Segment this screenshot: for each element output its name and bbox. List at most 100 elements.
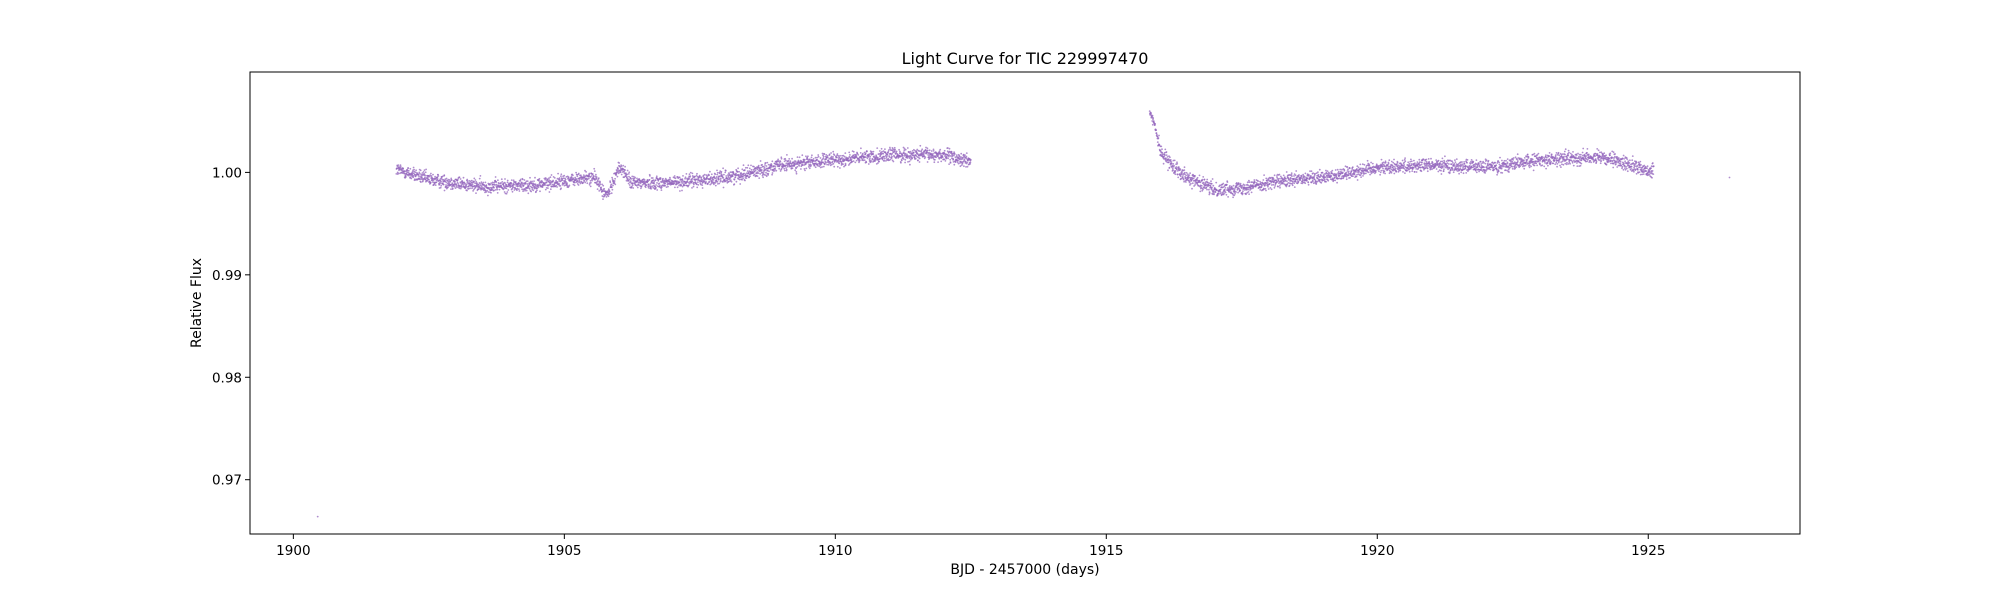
data-point [1404,157,1406,160]
data-point [424,171,427,174]
data-point [740,172,743,175]
data-point [1265,189,1267,192]
data-point [566,182,568,185]
data-point [838,156,841,159]
data-point [759,173,762,175]
data-point [614,177,616,180]
data-point [445,181,448,184]
data-point [1173,159,1176,162]
data-point [689,175,692,178]
data-point [1161,148,1163,151]
data-point [923,154,925,156]
data-point [1185,171,1188,174]
data-point [681,178,684,181]
data-point [679,190,681,192]
data-point [749,175,751,178]
data-point [490,182,493,185]
data-point [521,182,524,185]
data-point [1235,191,1237,193]
data-point [771,160,774,163]
data-point [658,182,661,185]
data-point [439,182,441,185]
data-point [758,177,761,180]
data-point [517,185,519,188]
data-point [1484,162,1487,165]
data-point [920,149,923,152]
data-point [676,176,679,178]
data-point [810,156,813,159]
data-point [487,191,490,193]
data-point [1454,159,1456,162]
data-point [823,163,826,166]
data-point [909,158,912,161]
data-point [446,184,449,187]
data-point [954,161,957,164]
data-point [1524,164,1527,167]
data-point [715,177,717,180]
data-point [939,148,942,151]
data-point [1304,182,1307,185]
data-point [1360,167,1362,170]
data-point [1179,175,1182,178]
data-point [801,164,804,166]
data-point [1491,165,1494,168]
data-point [719,179,722,182]
data-point [1288,177,1290,180]
data-point [1378,170,1380,173]
data-point [944,160,947,162]
data-point [625,179,628,182]
data-point [479,183,482,185]
data-point [610,192,613,195]
data-point [1426,167,1429,170]
data-point [673,175,676,177]
data-point [533,187,536,190]
data-point [907,161,909,163]
data-point [520,186,523,189]
data-point [437,175,440,177]
data-point [712,179,715,181]
data-point [786,165,789,168]
data-point [1609,154,1611,157]
data-point [1557,151,1560,154]
data-point [691,180,694,183]
data-point [879,154,882,157]
data-point [669,176,671,179]
data-point [441,175,444,178]
data-point [825,158,827,161]
data-point [1328,172,1331,175]
data-point [1455,158,1458,161]
data-point [430,175,433,177]
data-point [860,147,862,150]
data-point [825,154,828,156]
data-point [1511,167,1514,170]
data-point [562,177,565,180]
data-point [606,194,609,196]
data-point [841,157,844,159]
data-point [552,179,554,182]
data-point [870,160,872,163]
data-point [456,178,459,181]
data-point [817,155,820,158]
data-point [894,153,897,155]
data-point [465,183,468,186]
data-point [627,173,630,175]
data-point [678,176,681,179]
data-point [1346,166,1349,168]
data-point [589,179,592,182]
data-point [1452,162,1454,164]
data-point [835,159,838,162]
data-point [587,177,590,180]
data-point [1556,157,1559,160]
data-point [625,172,627,175]
data-point [703,176,705,179]
data-point [1396,161,1399,164]
data-point [756,168,759,171]
data-point [631,184,634,187]
data-point [630,178,633,180]
data-point [851,160,854,163]
data-point [1420,170,1423,173]
data-point [1483,166,1485,169]
data-point [902,158,905,160]
data-point [1568,151,1570,154]
data-point [496,192,499,194]
